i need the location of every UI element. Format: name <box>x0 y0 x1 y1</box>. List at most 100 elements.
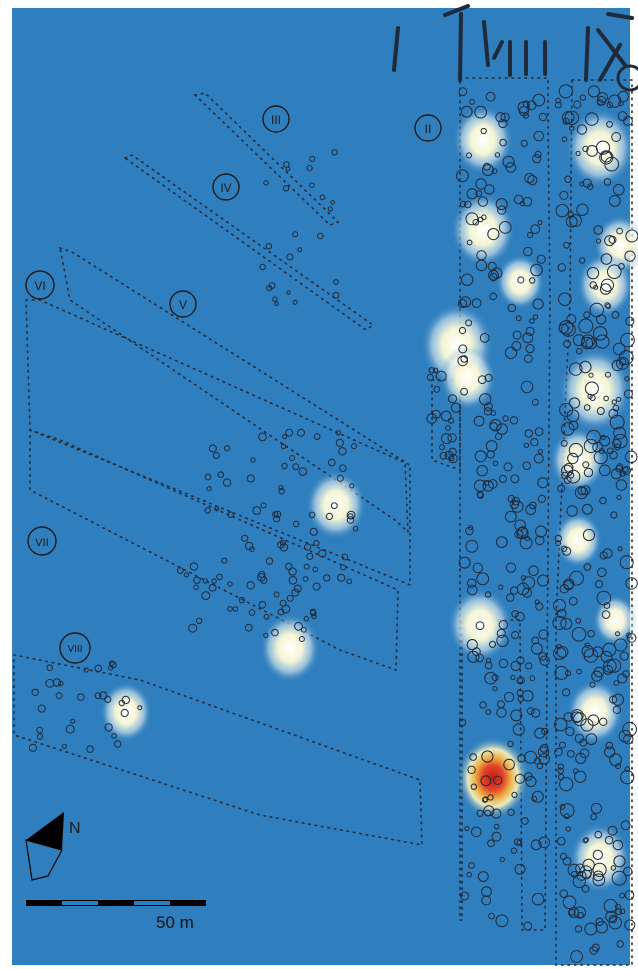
feature-circle <box>517 101 530 114</box>
heat-hotspot <box>559 348 631 432</box>
feature-circle <box>616 227 623 235</box>
feature-circle <box>616 494 622 500</box>
feature-circle <box>120 708 129 718</box>
heat-hotspot <box>451 193 515 267</box>
feature-circle <box>258 432 267 442</box>
feature-circle <box>526 707 535 715</box>
feature-circle <box>512 330 522 340</box>
feature-circle <box>467 765 476 774</box>
feature-circle <box>517 754 526 763</box>
feature-circle <box>569 570 584 586</box>
feature-circle <box>587 393 593 400</box>
feature-circle <box>503 691 515 703</box>
feature-circle <box>445 425 451 431</box>
feature-circle <box>572 334 585 347</box>
feature-circle <box>266 285 273 292</box>
feature-circle <box>439 444 445 451</box>
feature-circle <box>513 838 522 846</box>
feature-circle <box>559 803 575 818</box>
feature-circle <box>613 855 626 868</box>
row-label-viii: VIII <box>59 632 91 664</box>
feature-circle <box>493 823 500 830</box>
feature-circle <box>273 591 280 598</box>
feature-circle <box>538 629 549 640</box>
feature-circle <box>499 474 507 483</box>
feature-circle <box>585 337 598 350</box>
feature-circle <box>476 572 490 586</box>
feature-circle <box>592 862 607 877</box>
feature-circle <box>538 652 547 661</box>
feature-circle <box>617 546 623 552</box>
feature-circle <box>624 376 630 382</box>
feature-circle <box>608 914 618 924</box>
feature-circle <box>279 539 286 546</box>
feature-circle <box>574 770 587 783</box>
feature-circle <box>469 99 476 105</box>
feature-circle <box>575 752 587 765</box>
feature-circle <box>555 540 562 546</box>
feature-circle <box>603 659 617 673</box>
feature-circle <box>568 596 578 606</box>
feature-circle <box>503 462 513 472</box>
feature-circle <box>485 91 496 102</box>
feature-circle <box>477 375 487 385</box>
feature-circle <box>495 198 508 211</box>
feature-circle <box>208 444 217 453</box>
feature-circle <box>613 680 620 686</box>
feature-circle <box>561 111 575 124</box>
feature-circle <box>583 404 591 411</box>
feature-circle <box>524 750 538 764</box>
feature-circle <box>562 895 577 910</box>
svg-text:V: V <box>179 298 187 312</box>
feature-circle <box>606 120 613 128</box>
row-label-v: V <box>169 290 197 318</box>
feature-circle <box>509 416 519 425</box>
feature-circle <box>524 772 533 781</box>
feature-circle <box>475 178 487 190</box>
feature-circle <box>298 467 308 476</box>
feature-circle <box>351 443 357 450</box>
row-label-iii: III <box>262 105 290 133</box>
feature-circle <box>537 574 550 587</box>
feature-circle <box>531 892 545 906</box>
feature-circle <box>212 452 220 459</box>
feature-circle <box>594 830 603 839</box>
feature-circle <box>352 525 359 532</box>
feature-circle <box>488 640 497 648</box>
feature-circle <box>608 94 622 108</box>
feature-circle <box>520 139 528 147</box>
trench-outlines <box>13 77 633 966</box>
survey-post-ring <box>616 64 638 92</box>
feature-circle <box>579 257 586 264</box>
feature-circle <box>189 562 199 571</box>
feature-circle <box>610 511 618 519</box>
feature-circle <box>440 410 452 422</box>
feature-circle <box>520 380 534 394</box>
feature-circle <box>530 708 541 718</box>
feature-circle <box>561 136 568 143</box>
survey-post <box>584 26 590 82</box>
feature-circle <box>227 606 233 612</box>
feature-circle <box>286 253 294 261</box>
feature-circle <box>86 745 94 754</box>
feature-circle <box>506 593 515 602</box>
feature-circle <box>487 794 494 801</box>
feature-circle <box>618 350 634 365</box>
feature-circle <box>559 889 569 899</box>
feature-circle <box>616 940 624 948</box>
feature-circle <box>252 506 262 515</box>
feature-circle <box>559 190 569 200</box>
feature-circle <box>104 695 112 704</box>
feature-circle <box>475 190 483 198</box>
feature-circle <box>569 125 575 131</box>
feature-circle <box>537 494 547 503</box>
feature-circle <box>615 465 623 473</box>
feature-circle <box>611 132 622 142</box>
feature-circle <box>581 884 590 893</box>
feature-circle <box>580 336 594 350</box>
feature-circle <box>570 870 578 878</box>
feature-circle <box>619 651 629 661</box>
feature-circle <box>232 606 239 612</box>
feature-circle <box>555 203 569 218</box>
feature-circle <box>485 709 492 715</box>
